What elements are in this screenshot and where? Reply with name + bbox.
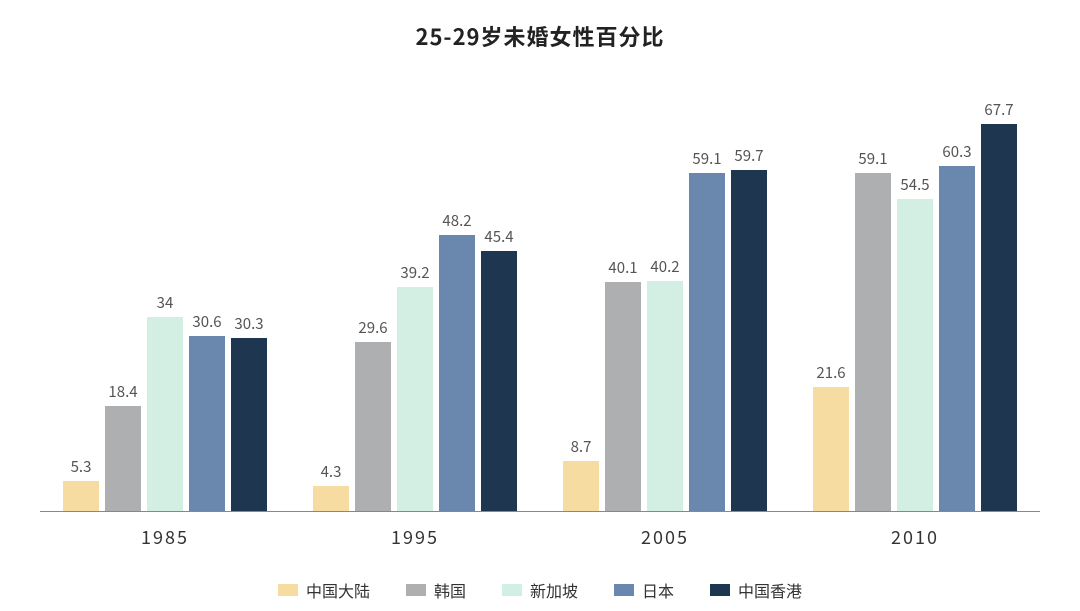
bar-group: 21.6 59.1 54.5 60.3 67.7 — [790, 82, 1040, 511]
x-axis-label: 2005 — [540, 524, 790, 550]
bar — [63, 481, 99, 511]
bar — [189, 336, 225, 511]
bar-value-label: 4.3 — [321, 461, 342, 482]
bar-wrap: 59.1 — [855, 82, 891, 511]
bar — [981, 124, 1017, 511]
bar-value-label: 29.6 — [358, 317, 387, 338]
legend-label: 韩国 — [434, 578, 466, 602]
bar-wrap: 54.5 — [897, 82, 933, 511]
bar-wrap: 30.3 — [231, 82, 267, 511]
bar-groups: 5.3 18.4 34 30.6 30.3 4.3 29.6 39.2 48.2 45.4 8.7 4… — [40, 82, 1040, 511]
legend-item: 中国香港 — [710, 578, 802, 602]
legend-swatch — [406, 584, 426, 596]
legend-label: 新加坡 — [530, 578, 578, 602]
bar — [355, 342, 391, 511]
bar-wrap: 5.3 — [63, 82, 99, 511]
bar-wrap: 29.6 — [355, 82, 391, 511]
bar — [231, 338, 267, 511]
legend-item: 日本 — [614, 578, 674, 602]
bar-value-label: 5.3 — [71, 456, 92, 477]
bar — [647, 281, 683, 511]
bar-wrap: 45.4 — [481, 82, 517, 511]
bar-value-label: 60.3 — [942, 141, 971, 162]
bar-wrap: 21.6 — [813, 82, 849, 511]
bar-value-label: 34 — [157, 292, 174, 313]
bar — [855, 173, 891, 511]
bar-wrap: 18.4 — [105, 82, 141, 511]
legend: 中国大陆 韩国 新加坡 日本 中国香港 — [30, 578, 1050, 602]
bar-value-label: 59.1 — [692, 148, 721, 169]
legend-swatch — [502, 584, 522, 596]
bar-wrap: 34 — [147, 82, 183, 511]
bar-wrap: 40.1 — [605, 82, 641, 511]
bar — [563, 461, 599, 511]
legend-swatch — [278, 584, 298, 596]
bar-value-label: 39.2 — [400, 262, 429, 283]
bar — [813, 387, 849, 511]
bar-value-label: 8.7 — [571, 436, 592, 457]
bar-wrap: 4.3 — [313, 82, 349, 511]
x-axis-labels: 1985199520052010 — [40, 524, 1040, 550]
bar-wrap: 40.2 — [647, 82, 683, 511]
legend-label: 日本 — [642, 578, 674, 602]
bar-value-label: 67.7 — [984, 99, 1013, 120]
bar-wrap: 48.2 — [439, 82, 475, 511]
bar-wrap: 39.2 — [397, 82, 433, 511]
bar-value-label: 48.2 — [442, 210, 471, 231]
bar-group: 4.3 29.6 39.2 48.2 45.4 — [290, 82, 540, 511]
bar-value-label: 30.3 — [234, 313, 263, 334]
legend-swatch — [710, 584, 730, 596]
bar — [147, 317, 183, 511]
bar — [105, 406, 141, 511]
bar-wrap: 67.7 — [981, 82, 1017, 511]
bar-wrap: 60.3 — [939, 82, 975, 511]
chart-container: 25-29岁未婚女性百分比 5.3 18.4 34 30.6 30.3 4.3 29.6 39… — [0, 0, 1080, 611]
legend-item: 中国大陆 — [278, 578, 370, 602]
bar-value-label: 40.1 — [608, 257, 637, 278]
chart-title: 25-29岁未婚女性百分比 — [30, 20, 1050, 52]
bar-value-label: 18.4 — [108, 381, 137, 402]
bar — [313, 486, 349, 511]
bar-wrap: 59.1 — [689, 82, 725, 511]
bar-value-label: 21.6 — [816, 362, 845, 383]
bar-wrap: 59.7 — [731, 82, 767, 511]
legend-label: 中国大陆 — [306, 578, 370, 602]
bar — [481, 251, 517, 511]
bar — [939, 166, 975, 511]
legend-item: 韩国 — [406, 578, 466, 602]
legend-label: 中国香港 — [738, 578, 802, 602]
bar-value-label: 30.6 — [192, 311, 221, 332]
bar-value-label: 40.2 — [650, 256, 679, 277]
x-axis-label: 2010 — [790, 524, 1040, 550]
legend-item: 新加坡 — [502, 578, 578, 602]
bar-value-label: 59.1 — [858, 148, 887, 169]
bar-value-label: 59.7 — [734, 145, 763, 166]
bar-group: 5.3 18.4 34 30.6 30.3 — [40, 82, 290, 511]
bar-wrap: 8.7 — [563, 82, 599, 511]
bar-group: 8.7 40.1 40.2 59.1 59.7 — [540, 82, 790, 511]
bar-value-label: 45.4 — [484, 226, 513, 247]
bar — [897, 199, 933, 511]
bar — [689, 173, 725, 511]
bar-wrap: 30.6 — [189, 82, 225, 511]
legend-swatch — [614, 584, 634, 596]
x-axis-label: 1985 — [40, 524, 290, 550]
plot-area: 5.3 18.4 34 30.6 30.3 4.3 29.6 39.2 48.2 45.4 8.7 4… — [40, 82, 1040, 512]
bar — [439, 235, 475, 511]
bar — [397, 287, 433, 511]
bar-value-label: 54.5 — [900, 174, 929, 195]
bar — [605, 282, 641, 511]
x-axis-label: 1995 — [290, 524, 540, 550]
bar — [731, 170, 767, 511]
